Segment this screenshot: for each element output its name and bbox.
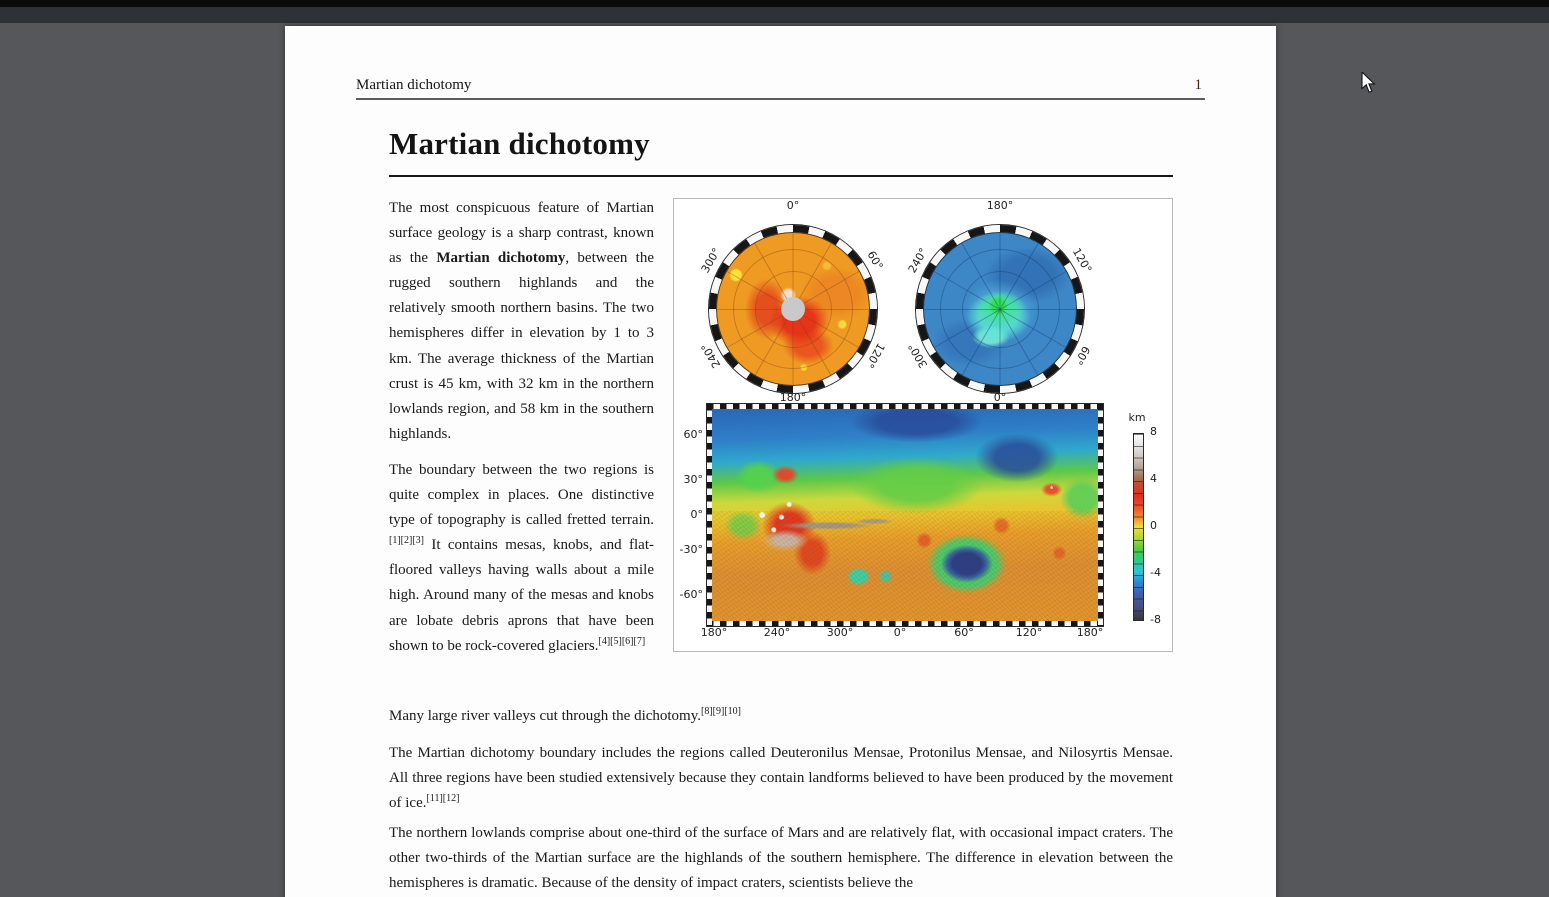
paragraph-1-text: The most conspicuous feature of Martian … bbox=[389, 200, 654, 267]
page-number: 1 bbox=[1194, 77, 1203, 93]
paragraph-4-text: The Martian dichotomy boundary includes … bbox=[389, 745, 1173, 812]
paragraph-5: The northern lowlands comprise about one… bbox=[389, 821, 1173, 896]
latitude-label: 0° bbox=[690, 508, 704, 521]
document-page: Martian dichotomy 1 Martian dichotomy Th… bbox=[285, 26, 1276, 897]
running-header-title: Martian dichotomy bbox=[356, 77, 472, 93]
article-title: Martian dichotomy bbox=[389, 126, 650, 161]
bold-term: Martian dichotomy bbox=[436, 250, 566, 267]
longitude-label: 180° bbox=[779, 391, 807, 404]
paragraph-2-text-cont: It contains mesas, knobs, and flat-floor… bbox=[389, 537, 654, 654]
latitude-label: 60° bbox=[683, 428, 704, 441]
north-polar-terrain bbox=[923, 232, 1077, 386]
north-polar-map: 180° 120° 60° 0° 300° 240° bbox=[885, 199, 1115, 419]
paragraph-3-text: Many large river valleys cut through the… bbox=[389, 708, 702, 724]
window-top-strip bbox=[0, 0, 1549, 7]
paragraph-5-text: The northern lowlands comprise about one… bbox=[389, 825, 1173, 892]
graticule-line bbox=[961, 242, 1039, 377]
citation-refs[interactable]: [8][9][10] bbox=[701, 706, 741, 717]
latitude-label: -60° bbox=[679, 588, 703, 601]
longitude-label: 240° bbox=[763, 626, 791, 639]
graticule-circle bbox=[939, 248, 1061, 370]
longitude-label: 300° bbox=[826, 626, 854, 639]
body-column: The most conspicuous feature of Martian … bbox=[389, 196, 654, 659]
graticule-line bbox=[933, 270, 1067, 349]
paragraph-3: Many large river valleys cut through the… bbox=[389, 704, 1173, 729]
graticule-line bbox=[999, 232, 1001, 386]
checker-border-right bbox=[1098, 404, 1103, 626]
south-polar-terrain bbox=[716, 232, 870, 386]
title-rule bbox=[389, 175, 1173, 177]
paragraph-1-text-cont: , between the rugged southern highlands … bbox=[389, 250, 654, 442]
graticule-line bbox=[923, 309, 1077, 310]
south-polar-ring bbox=[709, 225, 877, 393]
graticule-line bbox=[961, 242, 1039, 377]
colorbar-scale bbox=[1133, 433, 1144, 621]
mouse-cursor bbox=[1361, 72, 1376, 93]
colorbar-tick: 4 bbox=[1150, 472, 1157, 485]
mars-topography-image bbox=[712, 409, 1098, 621]
north-polar-ring bbox=[916, 225, 1084, 393]
south-pole-data-gap bbox=[781, 297, 805, 321]
colorbar-unit-label: km bbox=[1128, 411, 1146, 424]
checker-border-left bbox=[707, 404, 712, 626]
longitude-label: 0° bbox=[893, 626, 907, 639]
longitude-label: 180° bbox=[700, 626, 728, 639]
colorbar: km 8 4 0 -4 -8 bbox=[1114, 399, 1174, 653]
paragraph-1: The most conspicuous feature of Martian … bbox=[389, 196, 654, 447]
latitude-label: -30° bbox=[679, 543, 703, 556]
graticule-circle bbox=[961, 270, 1039, 348]
paragraph-2-text: The boundary between the two regions is … bbox=[389, 461, 654, 529]
colorbar-tick: -4 bbox=[1150, 566, 1161, 579]
colorbar-tick: -8 bbox=[1150, 613, 1161, 626]
longitude-label: 180° bbox=[1076, 626, 1104, 639]
latitude-label: 30° bbox=[683, 473, 704, 486]
citation-refs[interactable]: [11][12] bbox=[426, 793, 460, 805]
checker-border-bottom bbox=[707, 621, 1103, 626]
longitude-label: 120° bbox=[1015, 626, 1043, 639]
equirect-map-frame bbox=[706, 403, 1104, 627]
longitude-label: 0° bbox=[786, 199, 800, 212]
paragraph-2: The boundary between the two regions is … bbox=[389, 458, 654, 659]
longitude-label: 0° bbox=[993, 391, 1007, 404]
south-polar-map: 0° 60° 120° 180° 240° 300° bbox=[678, 199, 908, 419]
equirect-map: 60° 30° 0° -30° -60° 180° 240° 300° 0° 6… bbox=[674, 399, 1174, 653]
figure-box: 0° 60° 120° 180° 240° 300° bbox=[673, 198, 1173, 652]
colorbar-tick: 8 bbox=[1150, 425, 1157, 438]
colorbar-tick: 0 bbox=[1150, 519, 1157, 532]
document-canvas[interactable]: Martian dichotomy 1 Martian dichotomy Th… bbox=[0, 23, 1549, 897]
checker-border-top bbox=[707, 404, 1103, 409]
citation-refs[interactable]: [1][2][3] bbox=[389, 535, 424, 547]
paragraph-4: The Martian dichotomy boundary includes … bbox=[389, 741, 1173, 816]
longitude-label: 60° bbox=[954, 626, 974, 639]
viewer-toolbar[interactable] bbox=[0, 7, 1549, 23]
running-header: Martian dichotomy 1 bbox=[356, 74, 1205, 100]
citation-refs[interactable]: [4][5][6][7] bbox=[598, 635, 646, 647]
longitude-label: 180° bbox=[986, 199, 1014, 212]
graticule-line bbox=[933, 270, 1067, 349]
